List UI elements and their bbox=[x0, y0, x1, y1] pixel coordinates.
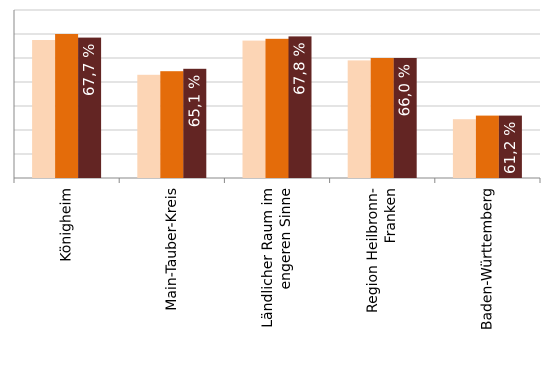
x-tick-label: Baden-Württemberg bbox=[479, 188, 495, 330]
bar bbox=[32, 40, 56, 178]
bar bbox=[137, 74, 161, 178]
bar bbox=[160, 71, 184, 178]
x-tick-label: engeren Sinne bbox=[278, 188, 294, 290]
bar bbox=[78, 37, 102, 178]
bar bbox=[347, 60, 371, 178]
bar bbox=[183, 68, 207, 178]
value-label: 67,7 % bbox=[80, 44, 98, 96]
x-tick-label: Region Heilbronn- bbox=[365, 188, 381, 313]
bar bbox=[288, 36, 312, 179]
x-tick-label: Ländlicher Raum im bbox=[260, 188, 276, 328]
bar bbox=[475, 115, 499, 178]
x-tick-label: Main-Tauber-Kreis bbox=[164, 188, 180, 311]
x-tick-label: Königheim bbox=[59, 188, 75, 262]
bar bbox=[498, 115, 522, 178]
value-label: 61,2 % bbox=[501, 122, 519, 174]
bar bbox=[55, 34, 79, 178]
x-tick-label: Franken bbox=[383, 188, 399, 243]
value-label: 67,8 % bbox=[291, 42, 309, 94]
bar bbox=[370, 58, 394, 178]
bar bbox=[265, 38, 289, 178]
bar bbox=[452, 119, 476, 178]
bar bbox=[242, 40, 266, 178]
bar bbox=[393, 58, 417, 178]
value-label: 65,1 % bbox=[185, 75, 203, 127]
value-label: 66,0 % bbox=[396, 64, 414, 116]
